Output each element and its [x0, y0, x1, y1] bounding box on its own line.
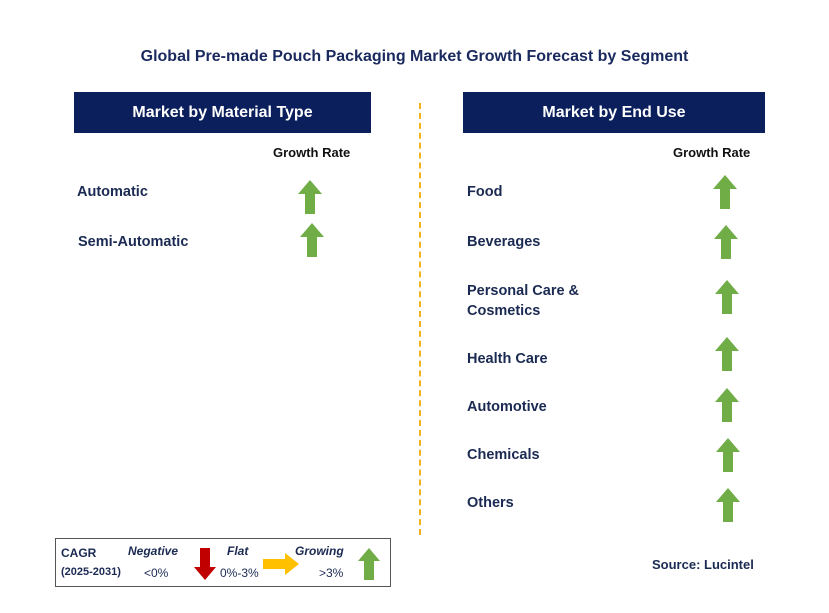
segment-label: Others: [467, 495, 514, 511]
legend-growing-label: Growing: [295, 544, 344, 558]
up-arrow-icon: [716, 488, 740, 522]
end-use-header: Market by End Use: [463, 92, 765, 133]
legend-flat-range: 0%-3%: [220, 566, 259, 580]
segment-label: Chemicals: [467, 447, 540, 463]
segment-label: Food: [467, 184, 503, 200]
up-arrow-icon: [300, 223, 324, 257]
up-arrow-icon: [715, 337, 739, 371]
down-arrow-icon: [194, 548, 216, 580]
up-arrow-icon: [716, 438, 740, 472]
right-arrow-icon: [263, 553, 299, 575]
up-arrow-icon: [358, 548, 380, 580]
growth-rate-label-left: Growth Rate: [273, 145, 351, 160]
segment-label: Automotive: [467, 399, 547, 415]
up-arrow-icon: [715, 280, 739, 314]
legend-negative-range: <0%: [144, 566, 169, 580]
legend-cagr-label: CAGR: [61, 546, 97, 560]
segment-label: Personal Care & Cosmetics: [467, 283, 580, 319]
legend-flat-label: Flat: [227, 544, 249, 558]
legend-growing-range: >3%: [319, 566, 344, 580]
growth-rate-label-right: Growth Rate: [673, 145, 751, 160]
source-note: Source: Lucintel: [652, 557, 754, 572]
panel-divider: [419, 103, 421, 535]
segment-label: Automatic: [77, 184, 148, 200]
segment-label: Beverages: [467, 234, 541, 250]
legend-negative-label: Negative: [128, 544, 179, 558]
legend-period: (2025-2031): [61, 566, 121, 578]
material-type-header: Market by Material Type: [74, 92, 371, 133]
chart-title: Global Pre-made Pouch Packaging Market G…: [140, 48, 689, 65]
up-arrow-icon: [715, 388, 739, 422]
segment-label: Health Care: [467, 351, 548, 367]
cagr-legend: CAGR (2025-2031) Negative <0% Flat 0%-3%…: [55, 538, 391, 587]
segment-label: Semi-Automatic: [78, 234, 189, 250]
up-arrow-icon: [713, 175, 737, 209]
up-arrow-icon: [298, 180, 322, 214]
up-arrow-icon: [714, 225, 738, 259]
